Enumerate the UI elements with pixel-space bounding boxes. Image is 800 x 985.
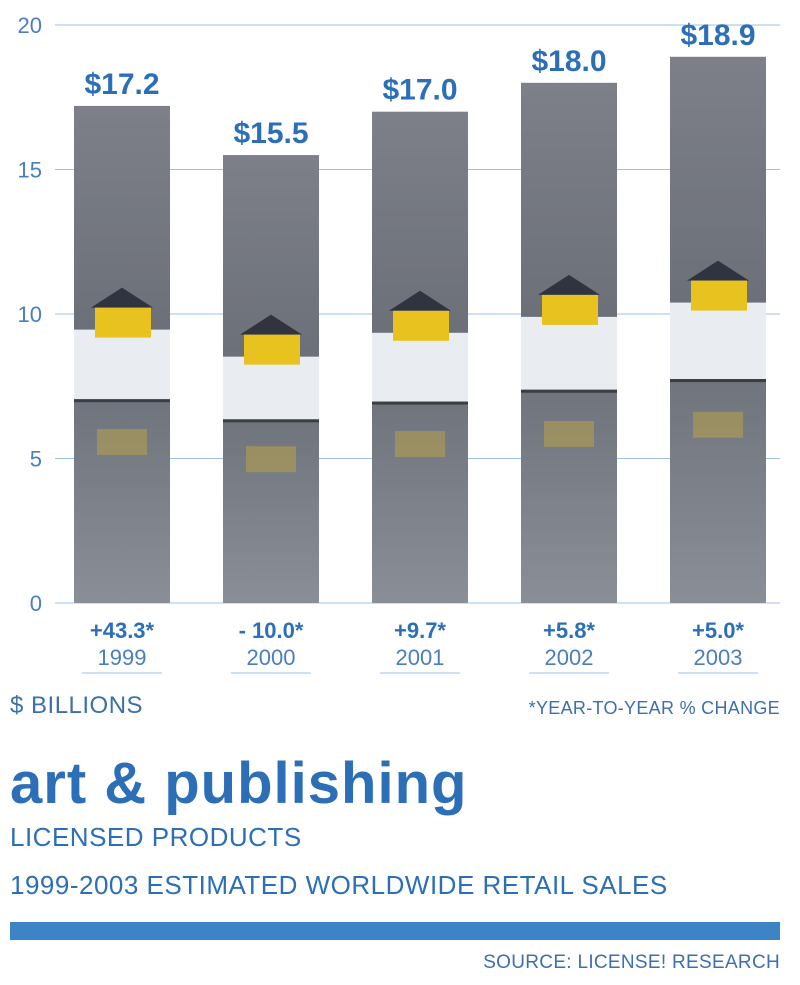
bar-value-label: $17.2	[84, 68, 159, 101]
bar-group	[372, 111, 468, 603]
bar-shoreline	[521, 389, 617, 393]
bar-value-label: $18.9	[680, 19, 755, 52]
house-icon	[542, 294, 598, 325]
y-axis-units: $ BILLIONS	[10, 692, 144, 719]
change-label: +9.7*	[394, 618, 446, 643]
house-reflection	[97, 429, 147, 456]
footnote: *YEAR-TO-YEAR % CHANGE	[528, 698, 780, 718]
x-tick-label: 2002	[545, 645, 594, 670]
y-tick-label: 5	[30, 447, 42, 472]
source-credit: SOURCE: LICENSE! RESEARCH	[483, 952, 780, 973]
chart-subtitle-secondary: 1999-2003 ESTIMATED WORLDWIDE RETAIL SAL…	[10, 870, 668, 900]
house-icon	[244, 334, 300, 365]
bar-group	[74, 105, 170, 604]
x-tick-label: 2000	[247, 645, 296, 670]
house-roof	[687, 260, 749, 281]
house-roof	[240, 314, 302, 335]
bar-value-label: $18.0	[531, 45, 606, 78]
bar-snow-band	[670, 302, 766, 380]
house-icon	[691, 280, 747, 311]
bar-group	[670, 56, 766, 604]
bar-snow-band	[223, 356, 319, 420]
change-label: +5.8*	[543, 618, 595, 643]
x-tick-label: 1999	[98, 645, 147, 670]
bar-value-label: $17.0	[382, 74, 457, 107]
change-label: - 10.0*	[239, 618, 304, 643]
bar-shoreline	[223, 419, 319, 423]
house-reflection	[246, 446, 296, 473]
y-tick-label: 0	[30, 591, 42, 616]
change-label: +5.0*	[692, 618, 744, 643]
change-label: +43.3*	[90, 618, 155, 643]
bar-snow-band	[521, 316, 617, 390]
house-roof	[389, 290, 451, 311]
bar-value-label: $15.5	[233, 117, 308, 150]
house-reflection	[544, 420, 594, 447]
x-tick-label: 2001	[396, 645, 445, 670]
y-tick-label: 15	[18, 158, 42, 183]
chart-title: art & publishing	[10, 751, 468, 816]
house-icon	[95, 307, 151, 338]
x-tick-label: 2003	[694, 645, 743, 670]
bar-shoreline	[372, 401, 468, 405]
bar-shoreline	[670, 379, 766, 383]
house-roof	[538, 274, 600, 295]
chart-subtitle: LICENSED PRODUCTS	[10, 822, 302, 852]
chart: 0 5 10 15 20 $17.2 +43.3* 1999 $15.5 - 10.0* 2000…	[18, 13, 780, 674]
bar-snow-band	[74, 329, 170, 400]
y-tick-label: 20	[18, 13, 42, 38]
house-reflection	[395, 431, 445, 458]
house-roof	[91, 287, 153, 308]
bar-group	[223, 155, 319, 604]
divider-bar	[10, 922, 780, 940]
bar-group	[521, 82, 617, 604]
bar-chart-svg: 0 5 10 15 20 $17.2 +43.3*1999 $15.5 - 10.0*2000…	[18, 13, 780, 674]
house-icon	[393, 310, 449, 341]
house-reflection	[693, 411, 743, 438]
y-tick-label: 10	[18, 302, 42, 327]
bar-snow-band	[372, 332, 468, 402]
bar-shoreline	[74, 399, 170, 403]
